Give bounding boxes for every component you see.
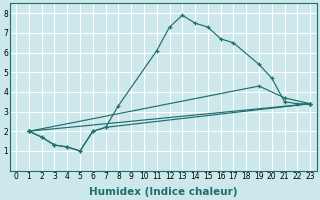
X-axis label: Humidex (Indice chaleur): Humidex (Indice chaleur): [89, 187, 237, 197]
